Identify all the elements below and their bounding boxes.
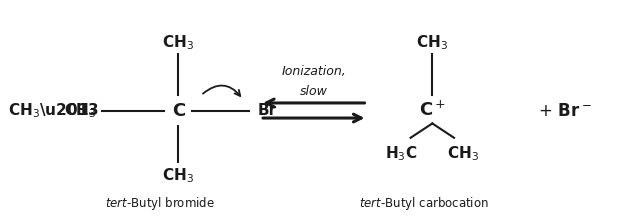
Text: CH$_3$\u2013: CH$_3$\u2013 [8,101,99,120]
Text: CH$_3$: CH$_3$ [416,34,448,52]
Text: CH$_3$: CH$_3$ [162,166,194,185]
Text: Ionization,: Ionization, [282,65,346,78]
Text: slow: slow [300,85,328,98]
Text: $\it{tert}$-Butyl carbocation: $\it{tert}$-Butyl carbocation [359,195,489,212]
Text: CH$_3$: CH$_3$ [65,101,97,120]
Text: $+$ Br$^-$: $+$ Br$^-$ [538,101,592,120]
Text: CH$_3$: CH$_3$ [162,34,194,52]
Text: $\it{tert}$-Butyl bromide: $\it{tert}$-Butyl bromide [105,195,214,212]
Text: C: C [172,101,185,120]
Text: C$^+$: C$^+$ [419,101,446,120]
Text: Br: Br [257,103,277,118]
Text: H$_3$C: H$_3$C [385,144,418,163]
Text: CH$_3$: CH$_3$ [447,144,480,163]
